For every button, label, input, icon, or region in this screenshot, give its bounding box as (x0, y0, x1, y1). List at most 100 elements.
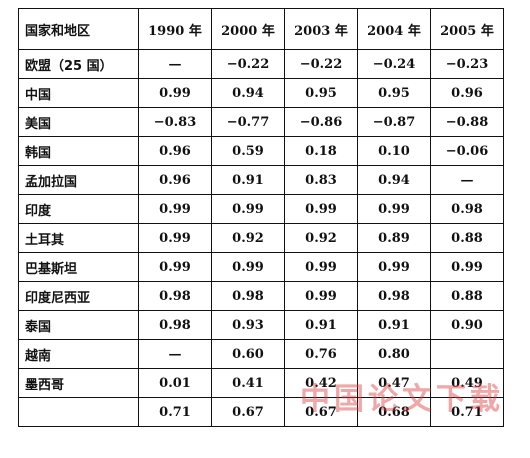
region-cell: 美国 (18, 107, 139, 137)
value-cell: 0.99 (138, 252, 212, 282)
value-cell: −0.06 (430, 136, 504, 166)
region-cell: 墨西哥 (18, 368, 139, 398)
region-cell: 欧盟（25 国） (18, 49, 139, 79)
value-cell: 0.99 (430, 252, 504, 282)
value-cell: 0.42 (284, 368, 358, 398)
value-cell: 0.67 (284, 397, 358, 427)
value-cell: 0.41 (211, 368, 285, 398)
header-cell: 1990 年 (138, 8, 212, 50)
table-row: 孟加拉国 0.96 0.91 0.83 0.94— (18, 165, 504, 195)
value-cell: 0.94 (357, 165, 431, 195)
value-cell: 0.98 (357, 281, 431, 311)
table-row: 越南 —0.60 0.76 0.80 (18, 339, 504, 369)
value-cell: 0.96 (138, 136, 212, 166)
value-cell: 0.99 (284, 252, 358, 282)
value-cell: −0.22 (211, 49, 285, 79)
value-cell: 0.91 (357, 310, 431, 340)
value-cell: 0.91 (211, 165, 285, 195)
value-cell: 0.80 (357, 339, 431, 369)
value-cell: — (138, 49, 212, 79)
value-cell: 0.49 (430, 368, 504, 398)
value-cell: 0.99 (211, 194, 285, 224)
table-row: 中国 0.99 0.94 0.95 0.95 0.96 (18, 78, 504, 108)
value-cell: −0.83 (138, 107, 212, 137)
value-cell: 0.76 (284, 339, 358, 369)
value-cell: 0.68 (357, 397, 431, 427)
value-cell: −0.77 (211, 107, 285, 137)
value-cell: 0.90 (430, 310, 504, 340)
value-cell: 0.67 (211, 397, 285, 427)
region-cell: 泰国 (18, 310, 139, 340)
value-cell: 0.99 (284, 194, 358, 224)
value-cell: 0.88 (430, 223, 504, 253)
value-cell: 0.89 (357, 223, 431, 253)
region-cell: 韩国 (18, 136, 139, 166)
header-cell: 2004 年 (357, 8, 431, 50)
region-cell: 巴基斯坦 (18, 252, 139, 282)
value-cell: −0.23 (430, 49, 504, 79)
value-cell: — (430, 165, 504, 195)
value-cell: 0.99 (357, 194, 431, 224)
value-cell: 0.99 (138, 78, 212, 108)
region-cell (18, 397, 139, 427)
value-cell: 0.99 (357, 252, 431, 282)
table-row: 美国 −0.83 −0.77 −0.86 −0.87 −0.88 (18, 107, 504, 137)
header-row: 国家和地区 1990 年 2000 年 2003 年 2004 年 2005 年 (18, 8, 504, 50)
header-cell: 国家和地区 (18, 8, 139, 50)
value-cell: 0.10 (357, 136, 431, 166)
region-cell: 中国 (18, 78, 139, 108)
value-cell: 0.95 (284, 78, 358, 108)
value-cell: 0.01 (138, 368, 212, 398)
region-cell: 越南 (18, 339, 139, 369)
value-cell: 0.83 (284, 165, 358, 195)
region-cell: 印度 (18, 194, 139, 224)
value-cell: — (138, 339, 212, 369)
value-cell: −0.87 (357, 107, 431, 137)
value-cell: 0.18 (284, 136, 358, 166)
table-row: 印度尼西亚 0.98 0.98 0.99 0.98 0.88 (18, 281, 504, 311)
value-cell: 0.99 (284, 281, 358, 311)
table-row: 土耳其 0.99 0.92 0.92 0.89 0.88 (18, 223, 504, 253)
value-cell: 0.93 (211, 310, 285, 340)
table-row: 韩国 0.96 0.59 0.18 0.10 −0.06 (18, 136, 504, 166)
value-cell (430, 339, 504, 369)
header-cell: 2000 年 (211, 8, 285, 50)
value-cell: 0.47 (357, 368, 431, 398)
value-cell: 0.60 (211, 339, 285, 369)
value-cell: 0.98 (211, 281, 285, 311)
table-body: 欧盟（25 国） — −0.22 −0.22 −0.24 −0.23 中国 0.99 0.94 0… (18, 49, 504, 427)
value-cell: 0.98 (138, 281, 212, 311)
value-cell: 0.99 (138, 223, 212, 253)
value-cell: 0.91 (284, 310, 358, 340)
value-cell: 0.98 (138, 310, 212, 340)
region-cell: 印度尼西亚 (18, 281, 139, 311)
value-cell: 0.96 (138, 165, 212, 195)
table-row: 0.71 0.67 0.67 0.68 0.71 (18, 397, 504, 427)
header-cell: 2003 年 (284, 8, 358, 50)
table-row: 巴基斯坦 0.99 0.99 0.99 0.99 0.99 (18, 252, 504, 282)
value-cell: 0.94 (211, 78, 285, 108)
table-row: 墨西哥 0.01 0.41 0.42 0.47 0.49 (18, 368, 504, 398)
value-cell: −0.22 (284, 49, 358, 79)
value-cell: 0.71 (430, 397, 504, 427)
table-row: 泰国 0.98 0.93 0.91 0.91 0.90 (18, 310, 504, 340)
value-cell: 0.59 (211, 136, 285, 166)
value-cell: −0.86 (284, 107, 358, 137)
value-cell: 0.71 (138, 397, 212, 427)
value-cell: 0.95 (357, 78, 431, 108)
region-cell: 孟加拉国 (18, 165, 139, 195)
table-row: 欧盟（25 国） — −0.22 −0.22 −0.24 −0.23 (18, 49, 504, 79)
region-cell: 土耳其 (18, 223, 139, 253)
value-cell: 0.99 (138, 194, 212, 224)
value-cell: 0.88 (430, 281, 504, 311)
value-cell: 0.96 (430, 78, 504, 108)
value-cell: 0.92 (284, 223, 358, 253)
value-cell: 0.92 (211, 223, 285, 253)
value-cell: 0.98 (430, 194, 504, 224)
value-cell: −0.24 (357, 49, 431, 79)
table-row: 印度 0.99 0.99 0.99 0.99 0.98 (18, 194, 504, 224)
data-table: 国家和地区 1990 年 2000 年 2003 年 2004 年 2005 年 欧盟（2… (18, 8, 504, 427)
header-cell: 2005 年 (430, 8, 504, 50)
value-cell: 0.99 (211, 252, 285, 282)
